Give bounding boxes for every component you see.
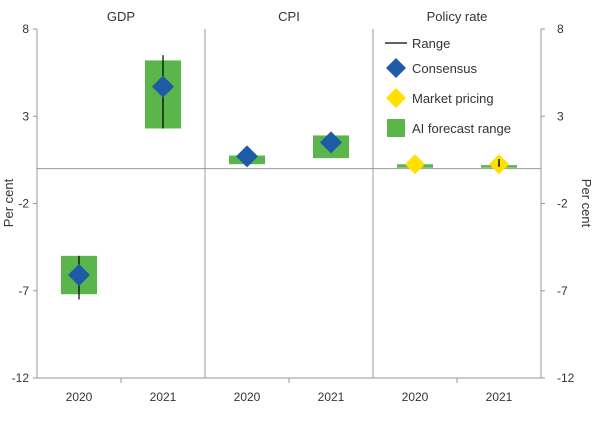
y-axis-title-left: Per cent <box>1 178 16 227</box>
x-tick-label: 2021 <box>486 390 513 404</box>
x-tick-label: 2021 <box>318 390 345 404</box>
markers <box>68 75 509 287</box>
consensus-marker-cpi-2020 <box>236 145 258 168</box>
legend-label-market-pricing: Market pricing <box>412 91 494 106</box>
panel-title-gdp: GDP <box>107 9 135 24</box>
legend-label-range: Range <box>412 36 450 51</box>
y-tick-label-right: 8 <box>557 22 564 36</box>
y-tick-label-right: 3 <box>557 109 564 123</box>
legend-label-consensus: Consensus <box>412 61 478 76</box>
tick-labels: 8 8 3 3 -2 -2 -7 -7 -12 -12 2020 2021 2020 2021 2020 20… <box>12 22 575 404</box>
y-tick-label-right: -2 <box>557 197 568 211</box>
legend-swatch-market-pricing <box>386 88 406 108</box>
chart-frame <box>36 29 542 383</box>
consensus-marker-cpi-2021 <box>320 131 342 154</box>
panel-titles: GDP CPI Policy rate <box>107 9 487 24</box>
y-tick-label-right: -12 <box>557 371 575 385</box>
y-tick-label-left: 8 <box>22 22 29 36</box>
legend-swatch-consensus <box>386 58 406 78</box>
x-tick-label: 2020 <box>402 390 429 404</box>
panel-title-cpi: CPI <box>278 9 300 24</box>
y-tick-label-left: 3 <box>22 109 29 123</box>
x-tick-label: 2021 <box>150 390 177 404</box>
market-pricing-marker-policy-rate-2020 <box>405 154 425 175</box>
axis-titles: Per cent Per cent <box>1 178 594 227</box>
y-tick-label-right: -7 <box>557 284 568 298</box>
y-tick-label-left: -12 <box>12 371 30 385</box>
consensus-marker-gdp-2020 <box>68 264 90 287</box>
x-tick-label: 2020 <box>66 390 93 404</box>
legend-swatch-ai-forecast-range <box>387 119 405 137</box>
x-tick-label: 2020 <box>234 390 261 404</box>
y-axis-title-right: Per cent <box>579 179 594 228</box>
legend: Range Consensus Market pricing AI forecast … <box>385 36 511 137</box>
y-tick-label-left: -7 <box>18 284 29 298</box>
y-tick-label-left: -2 <box>18 197 29 211</box>
panel-title-policy-rate: Policy rate <box>427 9 488 24</box>
consensus-marker-gdp-2021 <box>152 75 174 98</box>
legend-label-ai-forecast-range: AI forecast range <box>412 121 511 136</box>
